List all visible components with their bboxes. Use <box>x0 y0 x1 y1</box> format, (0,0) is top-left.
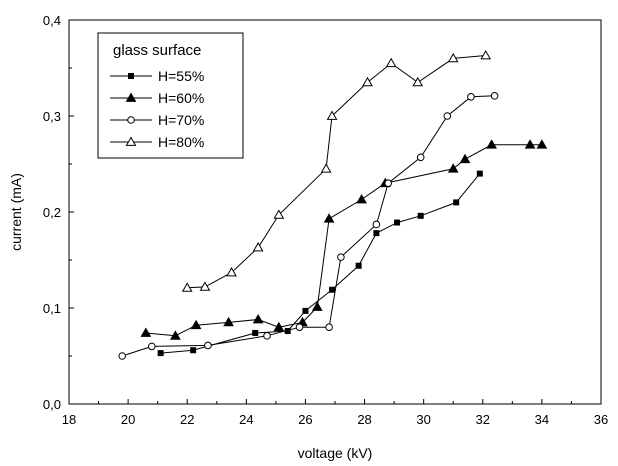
data-point <box>416 153 425 162</box>
axes: 18 20 22 24 26 28 30 32 34 36 0,0 0,1 0,2 0,3 0,4 <box>43 13 608 427</box>
data-point <box>181 282 193 292</box>
data-point <box>263 332 271 340</box>
y-tick-label: 0,1 <box>43 301 61 316</box>
legend-item: H=60% <box>110 90 204 106</box>
legend-label: H=60% <box>158 90 204 106</box>
data-point <box>226 266 237 277</box>
data-point <box>147 342 156 351</box>
data-point <box>362 76 373 87</box>
legend: glass surface H=55% H=60% H=70% H=80% <box>97 32 244 159</box>
data-point <box>490 92 499 100</box>
legend-box <box>97 32 244 159</box>
legend-item: H=70% <box>110 112 204 128</box>
x-tick-label: 30 <box>416 412 430 427</box>
data-point <box>223 316 234 327</box>
legend-label: H=55% <box>158 68 204 84</box>
x-tick-label: 18 <box>62 412 76 427</box>
series-0 <box>157 170 483 357</box>
data-point <box>524 139 536 149</box>
data-point <box>252 314 264 324</box>
data-point <box>443 112 452 120</box>
x-tick-label: 28 <box>357 412 371 427</box>
data-point <box>476 170 483 177</box>
data-point <box>467 93 475 101</box>
data-point <box>385 57 397 68</box>
x-tick-label: 20 <box>121 412 135 427</box>
data-point <box>536 139 548 149</box>
y-tick-label: 0,0 <box>43 397 61 412</box>
data-point <box>355 262 362 269</box>
data-point <box>356 194 367 204</box>
legend-label: H=80% <box>158 134 204 150</box>
data-point <box>302 307 309 314</box>
data-point <box>170 330 181 340</box>
data-point <box>157 350 164 357</box>
series-1 <box>140 139 548 340</box>
data-point <box>384 179 393 187</box>
legend-item: H=80% <box>110 134 204 150</box>
data-point <box>412 76 424 87</box>
data-point <box>199 281 211 291</box>
x-tick-label: 26 <box>298 412 312 427</box>
data-point <box>320 163 332 173</box>
data-point <box>273 321 285 332</box>
legend-marker <box>127 116 135 124</box>
data-point <box>140 327 152 337</box>
x-tick-label: 22 <box>180 412 194 427</box>
y-axis-label: current (mA) <box>8 173 24 251</box>
series-3 <box>181 50 492 292</box>
data-point <box>325 323 333 332</box>
data-point <box>190 319 202 330</box>
x-tick-label: 36 <box>594 412 608 427</box>
y-tick-label: 0,4 <box>43 13 61 28</box>
legend-title: glass surface <box>113 42 201 59</box>
data-point <box>204 341 212 350</box>
series-line <box>145 144 542 337</box>
data-point <box>323 213 335 223</box>
data-point <box>373 230 380 237</box>
series-line <box>160 173 481 354</box>
data-point <box>311 301 323 311</box>
y-tick-label: 0,3 <box>43 109 61 124</box>
x-tick-label: 32 <box>476 412 490 427</box>
data-point <box>417 212 424 219</box>
data-point <box>486 139 498 149</box>
data-point <box>337 253 345 261</box>
x-tick-label: 34 <box>535 412 549 427</box>
x-tick-label: 24 <box>239 412 253 427</box>
data-point <box>447 52 459 63</box>
legend-marker <box>125 136 137 146</box>
legend-marker <box>125 92 137 102</box>
data-point <box>252 329 259 336</box>
data-point <box>329 286 336 293</box>
data-point <box>394 219 401 226</box>
data-point <box>252 242 264 252</box>
y-tick-label: 0,2 <box>43 205 61 220</box>
data-point <box>273 209 285 219</box>
data-point <box>453 199 460 206</box>
x-axis-label: voltage (kV) <box>298 445 373 461</box>
data-point <box>295 323 304 332</box>
data-point <box>480 50 492 60</box>
data-point <box>447 163 459 173</box>
legend-marker <box>128 73 134 79</box>
series-2 <box>118 92 499 360</box>
series-layer <box>118 50 548 360</box>
legend-item: H=55% <box>110 68 204 84</box>
data-point <box>118 352 126 360</box>
legend-label: H=70% <box>158 112 204 128</box>
data-point <box>190 347 197 354</box>
data-point <box>372 220 381 229</box>
data-point <box>326 110 338 120</box>
data-point <box>459 153 471 164</box>
data-point <box>284 328 291 335</box>
